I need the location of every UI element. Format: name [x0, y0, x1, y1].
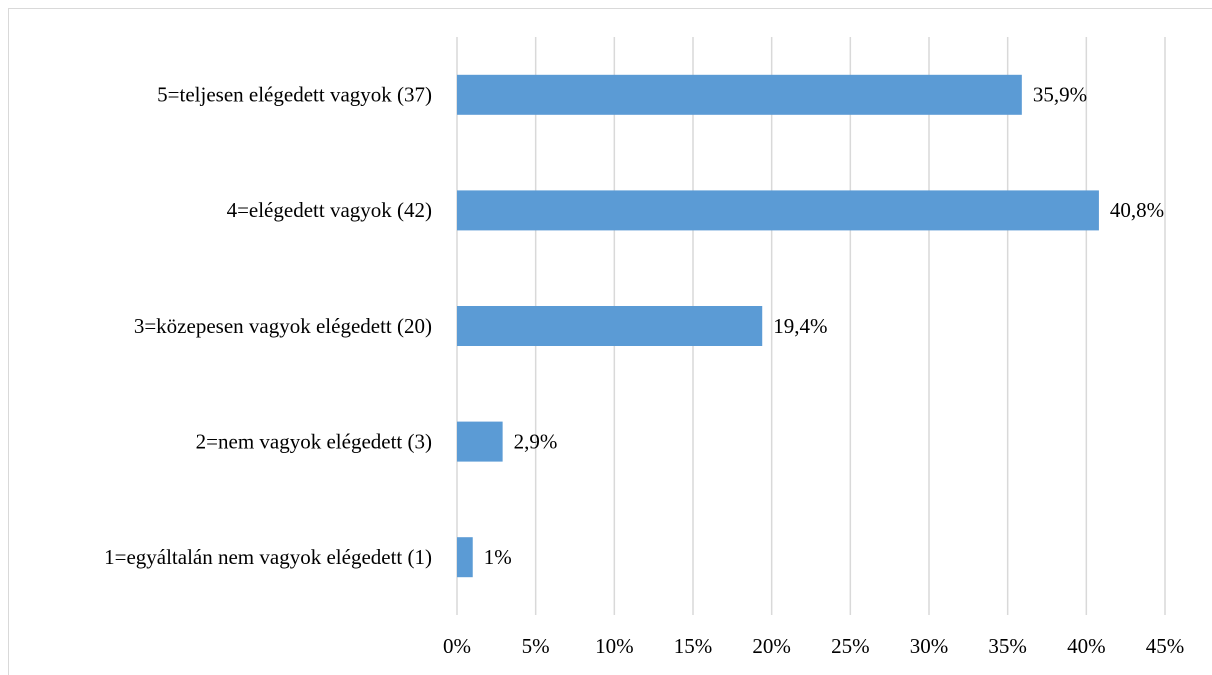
x-tick-label: 30%: [910, 634, 949, 658]
data-label: 19,4%: [773, 314, 827, 338]
bar: [457, 74, 1022, 115]
data-label: 2,9%: [514, 429, 558, 453]
bar: [457, 421, 503, 462]
data-label: 40,8%: [1110, 198, 1164, 222]
data-label: 35,9%: [1033, 83, 1087, 107]
y-tick-label: 1=egyáltalán nem vagyok elégedett (1): [104, 545, 432, 569]
x-tick-label: 20%: [752, 634, 791, 658]
y-tick-label: 4=elégedett vagyok (42): [227, 198, 432, 222]
bar: [457, 190, 1099, 231]
x-tick-label: 10%: [595, 634, 634, 658]
x-tick-label: 25%: [831, 634, 870, 658]
data-label: 1%: [484, 545, 512, 569]
chart-border: [8, 8, 1212, 675]
x-tick-label: 0%: [443, 634, 471, 658]
bar: [457, 306, 763, 346]
x-tick-label: 15%: [674, 634, 713, 658]
bar: [457, 537, 473, 578]
x-tick-label: 45%: [1146, 634, 1185, 658]
y-tick-label: 5=teljesen elégedett vagyok (37): [157, 83, 432, 107]
x-tick-label: 35%: [988, 634, 1027, 658]
x-tick-label: 40%: [1067, 634, 1106, 658]
x-tick-label: 5%: [522, 634, 550, 658]
y-tick-label: 2=nem vagyok elégedett (3): [196, 429, 432, 453]
y-tick-label: 3=közepesen vagyok elégedett (20): [134, 314, 432, 338]
